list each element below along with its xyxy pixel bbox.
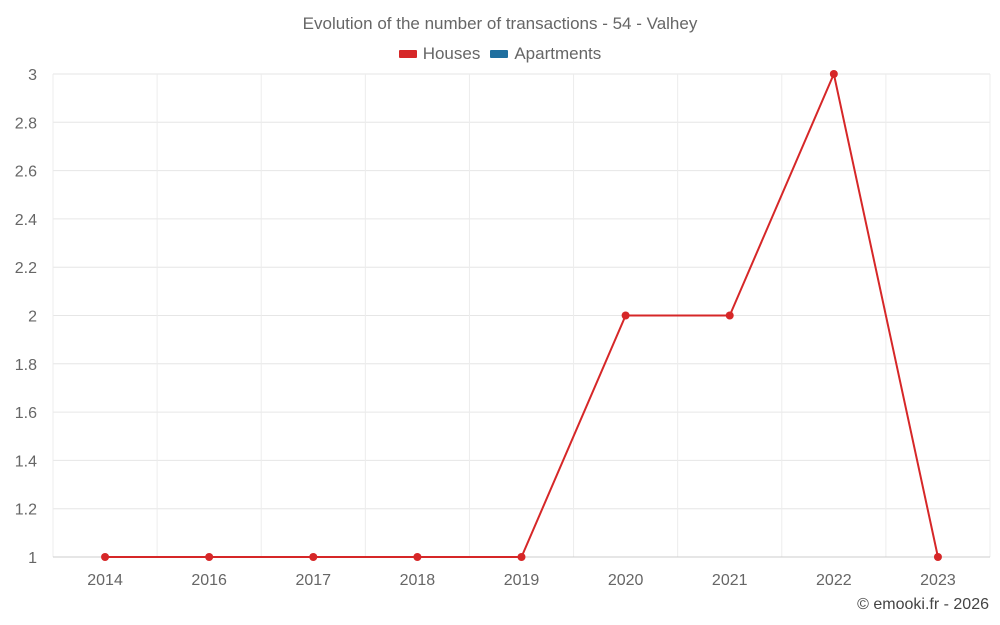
legend-label-houses: Houses (422, 44, 481, 63)
y-tick-label: 2.6 (15, 164, 37, 181)
data-point (621, 311, 630, 320)
y-tick-label: 1.2 (15, 502, 37, 519)
x-tick-label: 2018 (400, 572, 436, 589)
data-point (517, 553, 526, 561)
x-tick-label: 2020 (608, 572, 644, 589)
y-tick-label: 1 (28, 550, 37, 567)
data-point (205, 553, 214, 561)
data-point (101, 553, 110, 561)
legend-item-houses[interactable]: Houses (398, 44, 481, 64)
x-tick-label: 2016 (191, 572, 227, 589)
legend-swatch-apartments (490, 50, 509, 58)
data-point (725, 311, 734, 320)
data-point (413, 553, 422, 561)
y-tick-label: 1.4 (15, 453, 37, 470)
x-tick-label: 2022 (816, 572, 852, 589)
x-tick-label: 2014 (87, 572, 123, 589)
y-tick-label: 2.2 (15, 260, 37, 277)
credit-text: © emooki.fr - 2026 (857, 596, 989, 613)
y-tick-label: 1.6 (15, 405, 37, 422)
y-tick-label: 2.8 (15, 115, 37, 132)
legend: Houses Apartments (0, 44, 1000, 64)
legend-label-apartments: Apartments (514, 44, 602, 63)
legend-item-apartments[interactable]: Apartments (490, 44, 601, 64)
data-point (933, 553, 942, 561)
y-tick-label: 1.8 (15, 357, 37, 374)
x-tick-label: 2019 (504, 572, 540, 589)
legend-swatch-houses (398, 50, 417, 58)
y-tick-label: 3 (28, 67, 37, 84)
data-point (309, 553, 318, 561)
y-tick-label: 2.4 (15, 212, 37, 229)
x-tick-label: 2021 (712, 572, 748, 589)
x-tick-label: 2023 (920, 572, 956, 589)
y-tick-label: 2 (28, 309, 37, 326)
chart-title: Evolution of the number of transactions … (302, 14, 698, 33)
x-tick-label: 2017 (295, 572, 331, 589)
data-point (829, 70, 838, 78)
